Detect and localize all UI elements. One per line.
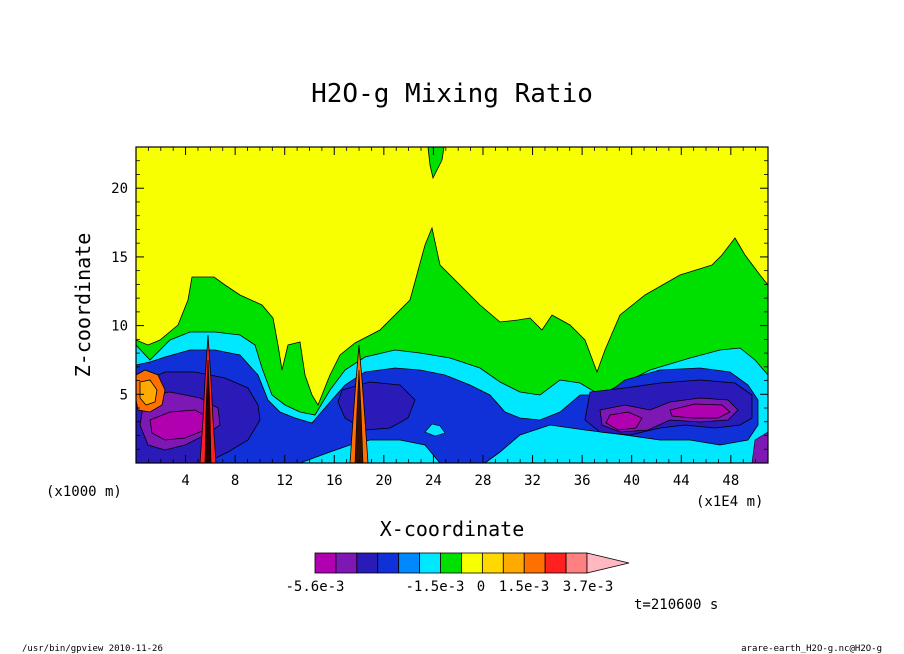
x-tick-label: 24	[425, 473, 442, 489]
x-tick-label: 4	[181, 473, 189, 489]
colorbar-segment	[523, 552, 546, 574]
x-tick-label: 32	[524, 473, 541, 489]
colorbar-label-4: 3.7e-3	[563, 579, 614, 595]
y-tick-label: 10	[111, 319, 128, 335]
footer-right: arare-earth_H2O-g.nc@H2O-g	[741, 644, 882, 654]
time-label: t=210600 s	[634, 597, 718, 613]
colorbar-labels: -5.6e-3 -1.5e-3 0 1.5e-3 3.7e-3	[285, 579, 613, 595]
contour-cyan-bump	[424, 423, 446, 437]
colorbar-segment	[481, 552, 504, 574]
x-axis: 4 8 12 16 20 24 28 32 36 40 44 48	[147, 147, 757, 489]
x-unit-label: (x1E4 m)	[696, 494, 763, 510]
colorbar-segment	[502, 552, 525, 574]
colorbar-segment	[440, 552, 462, 574]
footer-left: /usr/bin/gpview 2010-11-26	[22, 644, 163, 654]
chart-title: H2O-g Mixing Ratio	[311, 79, 593, 109]
x-tick-label: 20	[375, 473, 392, 489]
contour-right-edge	[751, 431, 768, 463]
x-tick-label: 48	[722, 473, 739, 489]
colorbar-label-2: 0	[477, 579, 485, 595]
y-axis-title: Z-coordinate	[71, 233, 95, 378]
x-axis-title: X-coordinate	[380, 517, 525, 541]
colorbar-label-1: -1.5e-3	[405, 579, 464, 595]
colorbar-segment	[314, 552, 337, 574]
contour-yellow-left	[139, 379, 158, 406]
spike-18-core	[354, 369, 364, 463]
y-unit-label: (x1000 m)	[46, 484, 122, 500]
y-tick-label: 20	[111, 181, 128, 197]
y-tick-label: 5	[120, 387, 128, 403]
colorbar-segment	[419, 552, 441, 574]
colorbar-segment	[544, 552, 567, 574]
colorbar-label-3: 1.5e-3	[499, 579, 550, 595]
contour-green-top	[427, 147, 445, 180]
colorbar-segment	[398, 552, 421, 574]
x-tick-label: 8	[231, 473, 239, 489]
contour-blue	[136, 349, 759, 463]
colorbar	[314, 552, 630, 574]
colorbar-segment	[356, 552, 379, 574]
y-axis: 5 10 15 20	[111, 160, 768, 450]
x-tick-label: 16	[326, 473, 343, 489]
colorbar-segment	[335, 552, 358, 574]
plot-frame	[135, 146, 769, 464]
colorbar-segment	[377, 552, 400, 574]
x-tick-label: 40	[623, 473, 640, 489]
colorbar-segment	[565, 552, 588, 574]
colorbar-label-0: -5.6e-3	[285, 579, 344, 595]
colorbar-segment	[461, 552, 483, 574]
x-tick-label: 36	[574, 473, 591, 489]
x-tick-label: 28	[475, 473, 492, 489]
colorbar-arrow	[586, 552, 630, 574]
y-tick-label: 15	[111, 250, 128, 266]
contour-darkblue	[136, 371, 753, 463]
x-tick-label: 44	[673, 473, 690, 489]
spike-6-core	[204, 359, 212, 463]
plot-area	[135, 146, 769, 464]
x-tick-label: 12	[276, 473, 293, 489]
